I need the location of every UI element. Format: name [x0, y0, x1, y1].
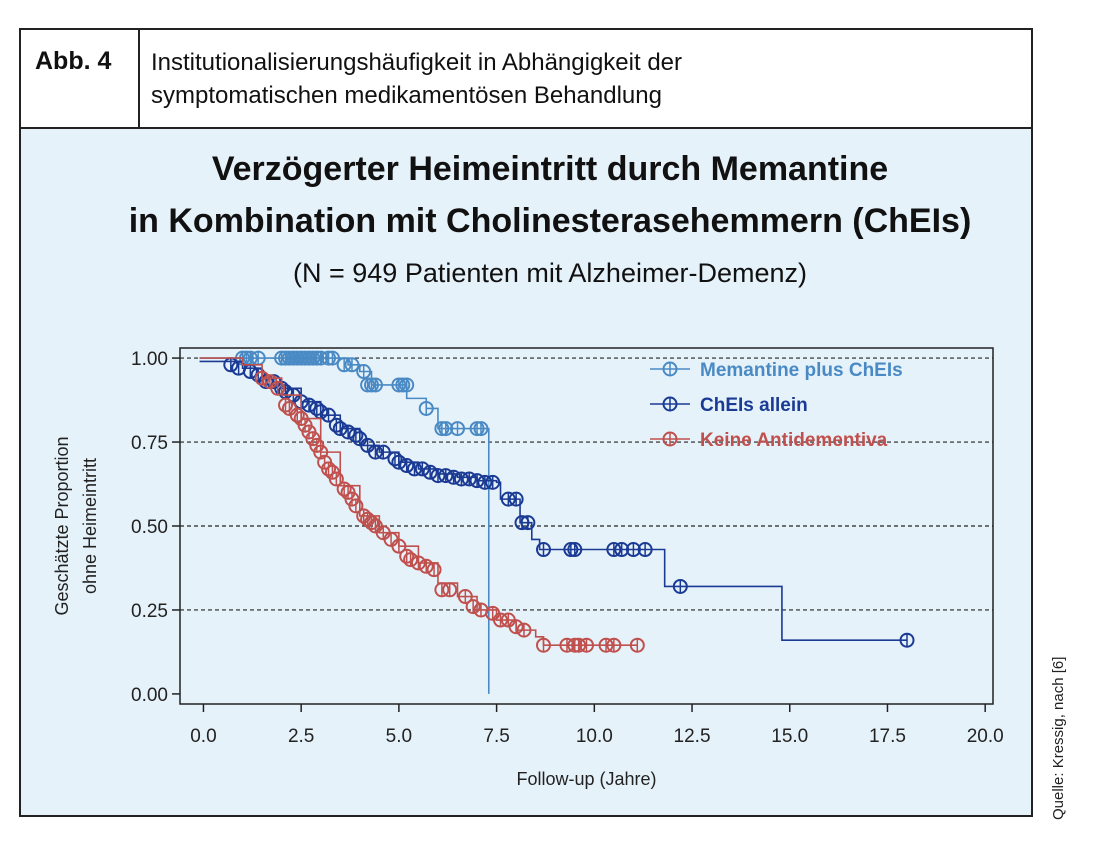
- y-axis-label-line-2: ohne Heimeintritt: [80, 458, 100, 594]
- y-tick-label: 0.00: [131, 685, 168, 706]
- x-tick-label: 7.5: [483, 726, 509, 747]
- chart-title-line-1: Verzögerter Heimeintritt durch Memantine: [211, 150, 889, 188]
- x-tick-label: 12.5: [674, 726, 711, 747]
- legend-item: Keine Antidementiva: [650, 430, 888, 451]
- chart-subtitle: (N = 949 Patienten mit Alzheimer-Demenz): [293, 258, 807, 288]
- series-line: [199, 357, 638, 647]
- x-tick-label: 2.5: [288, 726, 314, 747]
- series-line: [199, 357, 490, 694]
- figure-caption: Institutionalisierungshäufigkeit in Abhä…: [151, 46, 1011, 112]
- figure-box: Abb. 4 Institutionalisierungshäufigkeit …: [19, 28, 1033, 817]
- y-tick-label: 0.50: [131, 517, 168, 538]
- series-1: [199, 350, 490, 694]
- source-note: Quelle: Kressig, nach [6]: [1050, 656, 1067, 820]
- y-tick-label: 1.00: [131, 349, 168, 370]
- x-tick-label: 15.0: [771, 726, 808, 747]
- chart-title-line-2: in Kombination mit Cholinesterasehemmern…: [128, 202, 972, 240]
- chart-title: Verzögerter Heimeintritt durch Memantine…: [0, 143, 1100, 247]
- x-tick-label: 0.0: [190, 726, 216, 747]
- caption-line-1: Institutionalisierungshäufigkeit in Abhä…: [151, 49, 683, 76]
- y-axis-label-line-1: Geschätzte Proportion: [52, 436, 72, 615]
- x-tick-label: 10.0: [576, 726, 613, 747]
- x-tick-label: 5.0: [386, 726, 412, 747]
- axes: 0.0 2.5 5.0 7.5 10.0 12.5 15.0 17.5 20.0 0.00 0.25…: [131, 349, 1004, 747]
- x-tick-label: 20.0: [967, 726, 1004, 747]
- legend-item: Memantine plus ChEIs: [650, 360, 903, 381]
- x-axis-label: Follow-up (Jahre): [516, 769, 656, 789]
- legend: Memantine plus ChEIs ChEIs allein Keine An…: [650, 360, 903, 451]
- series-layer: [199, 350, 915, 694]
- legend-label: Keine Antidementiva: [700, 430, 888, 451]
- legend-label: ChEIs allein: [700, 395, 808, 416]
- figure-header: Abb. 4 Institutionalisierungshäufigkeit …: [21, 30, 1031, 129]
- figure-label: Abb. 4: [21, 30, 140, 127]
- y-tick-label: 0.25: [131, 601, 168, 622]
- x-tick-label: 17.5: [869, 726, 906, 747]
- y-tick-label: 0.75: [131, 433, 168, 454]
- legend-item: ChEIs allein: [650, 395, 808, 416]
- series-3: [199, 357, 645, 653]
- legend-label: Memantine plus ChEIs: [700, 360, 903, 381]
- caption-line-2: symptomatischen medikamentösen Behandlun…: [151, 82, 662, 109]
